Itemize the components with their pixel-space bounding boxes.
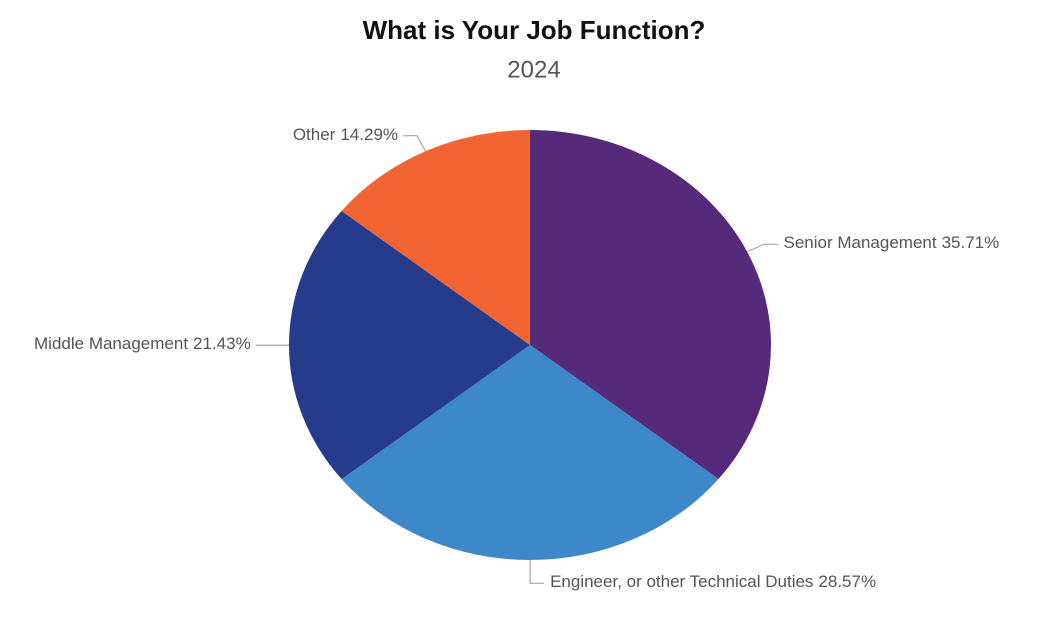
leader-line <box>746 243 779 253</box>
slice-value: 35.71% <box>942 234 1000 253</box>
slice-label: Middle Management 21.43% <box>34 335 251 354</box>
slice-label: Engineer, or other Technical Duties 28.57… <box>550 573 876 592</box>
slice-category: Middle Management <box>34 335 188 354</box>
pie-slice <box>289 210 530 480</box>
pie-slice <box>341 345 719 560</box>
leader-line <box>529 560 545 584</box>
chart-subtitle: 2024 <box>507 56 560 83</box>
slice-category: Engineer, or other Technical Duties <box>550 573 813 592</box>
slice-label: Senior Management 35.71% <box>783 234 999 253</box>
slice-category: Senior Management <box>783 234 936 253</box>
chart-title: What is Your Job Function? <box>363 15 706 45</box>
slice-value: 21.43% <box>193 335 251 354</box>
slice-value: 14.29% <box>340 125 398 144</box>
leader-line <box>403 135 426 152</box>
pie-slice <box>341 130 530 345</box>
slice-label: Other 14.29% <box>293 125 398 144</box>
slice-category: Other <box>293 125 336 144</box>
slice-value: 28.57% <box>818 573 876 592</box>
pie-slice <box>530 130 771 480</box>
